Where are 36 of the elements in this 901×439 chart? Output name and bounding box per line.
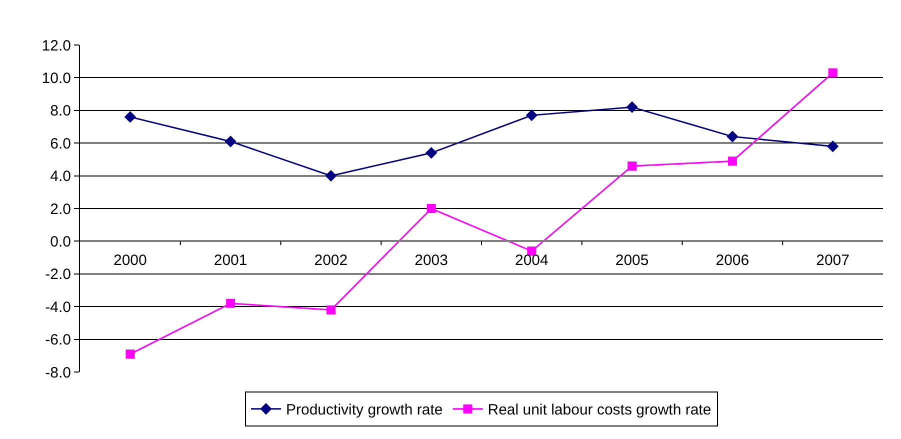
y-tick-label: 8.0: [50, 102, 71, 120]
point: [226, 298, 236, 308]
point: [224, 136, 236, 148]
y-tick-label: 0.0: [50, 233, 71, 250]
point: [425, 147, 438, 159]
legend-label: Real unit labour costs growth rate: [488, 402, 712, 419]
point: [826, 140, 839, 152]
point: [628, 161, 637, 170]
x-tick-label: 2007: [816, 252, 850, 269]
x-tick-label: 2002: [314, 252, 348, 269]
point: [726, 130, 738, 142]
y-tick-label: 2.0: [50, 200, 71, 218]
y-tick-label: -8.0: [45, 364, 71, 382]
y-tick-label: -4.0: [45, 298, 71, 316]
point: [124, 111, 136, 123]
y-tick-label: 6.0: [50, 135, 71, 152]
point: [325, 170, 337, 182]
y-tick-label: -6.0: [45, 332, 71, 349]
x-tick-label: 2000: [114, 252, 147, 269]
x-tick-label: 2004: [515, 252, 548, 269]
x-tick-label: 2001: [214, 252, 248, 269]
legend-label: Productivity growth rate: [286, 402, 443, 419]
x-tick-label: 2005: [615, 252, 649, 269]
y-tick-label: 4.0: [50, 168, 71, 186]
point: [526, 109, 538, 122]
point: [126, 350, 135, 359]
x-tick-label: 2006: [716, 252, 750, 269]
point: [828, 68, 838, 78]
point: [728, 156, 737, 166]
x-tick-label: 2003: [414, 252, 448, 269]
point: [326, 305, 336, 314]
point: [426, 204, 436, 213]
point: [626, 101, 638, 113]
y-tick-label: 10.0: [42, 70, 71, 87]
y-tick-label: -2.0: [45, 266, 71, 284]
y-tick-label: 12.0: [42, 37, 71, 54]
